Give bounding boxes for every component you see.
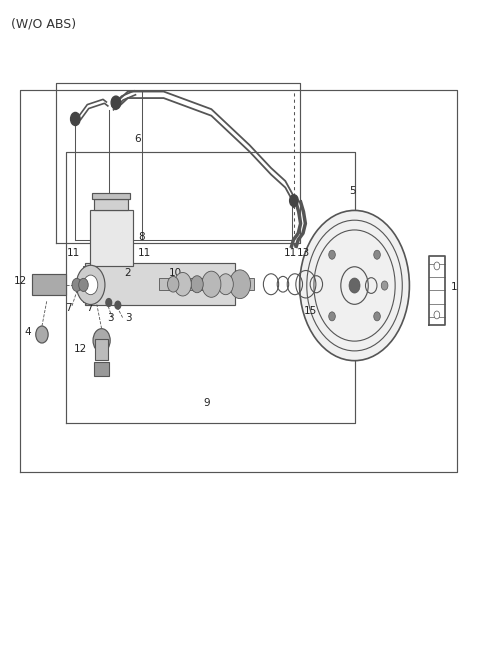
Circle shape (36, 326, 48, 343)
Bar (94, 362, 109, 377)
Circle shape (289, 195, 298, 207)
Circle shape (111, 96, 120, 109)
Text: 7: 7 (65, 303, 72, 313)
Circle shape (300, 211, 409, 361)
Text: 12: 12 (73, 344, 87, 354)
Bar (92, 194, 130, 199)
Text: 3: 3 (107, 314, 114, 323)
Text: 13: 13 (296, 248, 310, 258)
Circle shape (168, 276, 179, 292)
Text: 11: 11 (138, 248, 151, 258)
Circle shape (84, 275, 98, 295)
Text: (W/O ABS): (W/O ABS) (11, 18, 76, 31)
Bar (33, 274, 66, 295)
Circle shape (329, 250, 336, 259)
Text: 9: 9 (204, 398, 210, 409)
Circle shape (72, 278, 82, 291)
Circle shape (191, 276, 203, 293)
Circle shape (106, 298, 112, 306)
Circle shape (329, 312, 336, 321)
Bar (159, 278, 254, 290)
Text: 3: 3 (125, 314, 132, 323)
Bar (96, 339, 108, 360)
Circle shape (93, 329, 110, 352)
Circle shape (374, 312, 380, 321)
Circle shape (381, 281, 388, 290)
Circle shape (79, 278, 88, 291)
Text: 11: 11 (284, 248, 297, 258)
Text: 5: 5 (349, 186, 356, 196)
Circle shape (229, 270, 251, 298)
Circle shape (434, 311, 440, 319)
Text: 10: 10 (169, 268, 182, 277)
Circle shape (174, 272, 192, 296)
Circle shape (115, 301, 120, 309)
Circle shape (71, 112, 80, 125)
Circle shape (349, 278, 360, 293)
Text: 8: 8 (138, 232, 145, 242)
Text: 1: 1 (451, 283, 457, 293)
Bar (85, 262, 235, 305)
Text: 14: 14 (105, 248, 118, 258)
Text: 11: 11 (66, 248, 80, 258)
Bar (95, 199, 128, 211)
Text: 4: 4 (24, 327, 31, 337)
Circle shape (218, 274, 233, 295)
Text: 6: 6 (134, 134, 141, 144)
Circle shape (76, 265, 105, 304)
Bar (90, 211, 132, 266)
Circle shape (202, 271, 221, 297)
Text: 12: 12 (14, 276, 27, 285)
Text: 2: 2 (124, 268, 131, 277)
Bar (83, 266, 95, 302)
Circle shape (434, 262, 440, 270)
Circle shape (374, 250, 380, 259)
Text: 15: 15 (304, 306, 317, 316)
Text: 7: 7 (86, 303, 93, 313)
